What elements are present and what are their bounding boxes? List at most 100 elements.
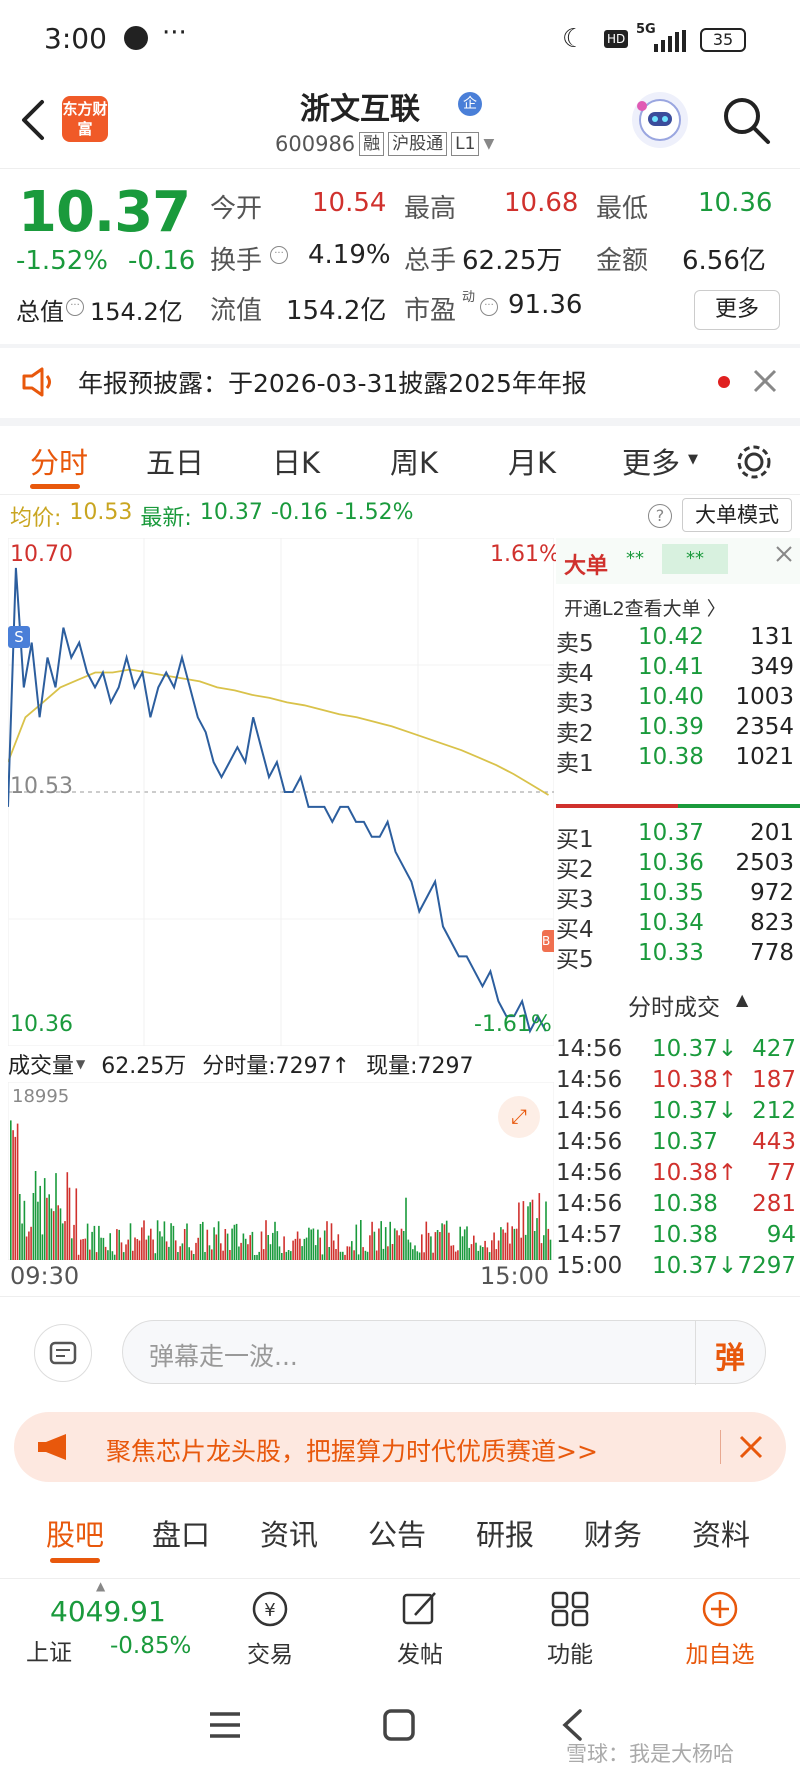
volume-bar: [533, 1231, 536, 1260]
nav-trade[interactable]: ¥ 交易: [240, 1589, 300, 1669]
tab-market[interactable]: 盘口: [152, 1518, 211, 1552]
trade-price: 10.38↑: [652, 1160, 738, 1186]
message-button[interactable]: [34, 1324, 92, 1382]
notice-bar[interactable]: 年报预披露：于2026-03-31披露2025年年报: [0, 348, 800, 414]
volume-bar: [125, 1244, 127, 1260]
expand-icon[interactable]: ⤢: [498, 1096, 540, 1138]
volume-bar: [493, 1232, 495, 1260]
trade-time: 14:56: [556, 1129, 623, 1155]
tab-finance[interactable]: 财务: [584, 1518, 643, 1552]
danmu-placeholder: 弹幕走一波...: [149, 1342, 298, 1371]
search-icon[interactable]: [720, 94, 772, 146]
volume-bar: [16, 1123, 19, 1260]
bid-row[interactable]: 买1 10.37 201: [556, 820, 800, 854]
bid-row[interactable]: 买2 10.36 2503: [556, 850, 800, 884]
index-value[interactable]: 4049.91: [50, 1595, 166, 1628]
tab-research[interactable]: 研报: [476, 1518, 535, 1552]
info-icon[interactable]: ···: [270, 246, 288, 264]
assistant-avatar[interactable]: [632, 92, 688, 148]
back-nav-icon[interactable]: [560, 1708, 584, 1742]
volume-bar: [95, 1252, 98, 1260]
volume-bar: [37, 1201, 39, 1260]
close-icon[interactable]: [752, 368, 778, 394]
volume-bar: [500, 1227, 502, 1260]
latest-change: -0.16: [270, 500, 328, 525]
sell-marker[interactable]: S: [8, 626, 30, 648]
trade-time: 14:56: [556, 1067, 623, 1093]
ask-row[interactable]: 卖1 10.38 1021: [556, 744, 800, 778]
bid-row[interactable]: 买5 10.33 778: [556, 940, 800, 974]
gear-icon[interactable]: [734, 442, 774, 482]
ask-row[interactable]: 卖2 10.39 2354: [556, 714, 800, 748]
bid-price: 10.34: [638, 910, 704, 936]
ask-volume: 1003: [735, 684, 794, 710]
buy-marker[interactable]: B: [542, 930, 554, 952]
volume-bar: [102, 1237, 105, 1260]
tab-news[interactable]: 资讯: [260, 1518, 319, 1552]
bottom-nav: ▲ 4049.91 上证 -0.85% ¥ 交易 发帖 功能 加自选: [0, 1578, 800, 1678]
tab-profile[interactable]: 资料: [692, 1518, 751, 1552]
l2-link[interactable]: 开通L2查看大单 〉: [564, 598, 726, 620]
tab-forum[interactable]: 股吧: [46, 1518, 105, 1552]
close-icon[interactable]: [774, 544, 794, 564]
bid-volume: 201: [750, 820, 794, 846]
danmu-input[interactable]: 弹幕走一波... 弹: [122, 1320, 766, 1385]
menu-icon[interactable]: [208, 1710, 242, 1740]
volume-chart[interactable]: 18995 ⤢: [7, 1081, 555, 1261]
promo-banner[interactable]: 聚焦芯片龙头股，把握算力时代优质赛道>>: [14, 1412, 786, 1482]
bid-price: 10.33: [638, 940, 704, 966]
volume-bar: [116, 1229, 118, 1260]
volume-bar: [414, 1245, 416, 1260]
help-icon[interactable]: ?: [648, 504, 672, 528]
volume-bar: [215, 1234, 218, 1260]
tab-daily-k[interactable]: 日K: [272, 446, 321, 480]
avg-value: 10.53: [69, 500, 133, 525]
volume-bar: [504, 1232, 507, 1260]
moon-icon: ☾: [562, 24, 586, 54]
volume-bar: [39, 1185, 41, 1260]
ask-row[interactable]: 卖5 10.42 131: [556, 624, 800, 658]
bid-row[interactable]: 买4 10.34 823: [556, 910, 800, 944]
volume-bar: [536, 1218, 538, 1260]
volume-label[interactable]: 成交量: [8, 1054, 75, 1079]
volume-bar: [188, 1247, 190, 1260]
big-order-mode-button[interactable]: 大单模式: [682, 498, 792, 532]
volume-bar: [181, 1243, 184, 1260]
bid-label: 买3: [556, 887, 594, 913]
trade-volume: 7297: [737, 1253, 796, 1279]
bid-row[interactable]: 买3 10.35 972: [556, 880, 800, 914]
home-icon[interactable]: [382, 1708, 416, 1742]
volume-bar: [362, 1247, 364, 1260]
intraday-chart[interactable]: 10.70 1.61% 10.53 10.36 -1.61% S B: [7, 537, 560, 1047]
notice-text: 年报预披露：于2026-03-31披露2025年年报: [78, 369, 587, 398]
ask-row[interactable]: 卖3 10.40 1003: [556, 684, 800, 718]
tab-weekly-k[interactable]: 周K: [390, 446, 439, 480]
close-icon[interactable]: [738, 1434, 764, 1460]
tab-more[interactable]: 更多: [622, 446, 681, 480]
avg-price-line: [7, 668, 549, 796]
info-icon[interactable]: ···: [66, 298, 84, 316]
volume-bar: [335, 1249, 337, 1260]
stock-code-row[interactable]: 600986 融 沪股通 L1 ▼: [275, 132, 494, 156]
ask-row[interactable]: 卖4 10.41 349: [556, 654, 800, 688]
danmu-toggle[interactable]: 弹: [715, 1341, 745, 1376]
tab-announcements[interactable]: 公告: [368, 1518, 427, 1552]
volume-bar: [292, 1240, 294, 1260]
back-icon[interactable]: [18, 98, 48, 142]
tab-five-day[interactable]: 五日: [146, 446, 205, 480]
nav-post[interactable]: 发帖: [390, 1589, 450, 1669]
nav-post-label: 发帖: [397, 1642, 443, 1668]
volume-bar: [353, 1250, 355, 1260]
nav-add-watchlist[interactable]: 加自选: [680, 1589, 760, 1669]
volume-bar: [339, 1251, 342, 1260]
tab-intraday[interactable]: 分时: [30, 446, 89, 480]
open-label: 今开: [210, 194, 263, 224]
nav-functions[interactable]: 功能: [540, 1589, 600, 1669]
trades-title[interactable]: 分时成交: [628, 995, 720, 1021]
tab-monthly-k[interactable]: 月K: [508, 446, 557, 480]
more-button[interactable]: 更多: [694, 290, 780, 330]
volume-bar: [274, 1221, 276, 1260]
volume-bar: [177, 1252, 179, 1260]
svg-text:¥: ¥: [264, 1600, 275, 1621]
info-icon[interactable]: ···: [480, 298, 498, 316]
